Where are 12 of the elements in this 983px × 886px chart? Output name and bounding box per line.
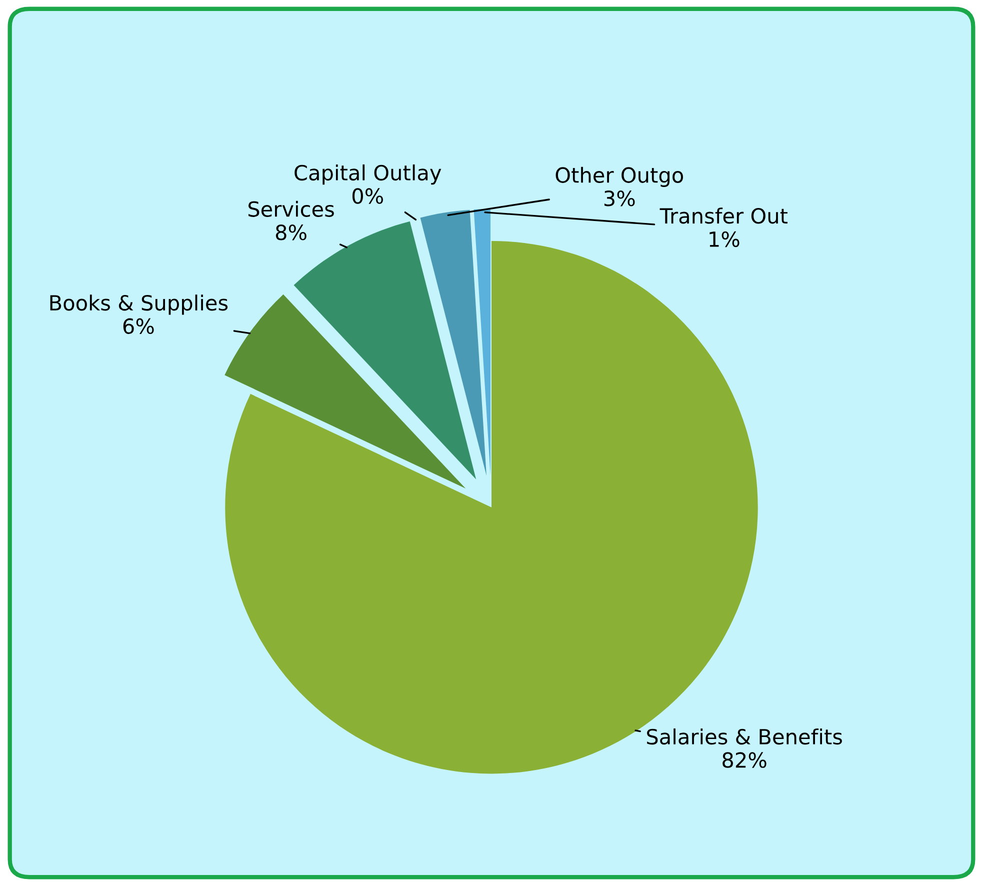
data-label: 82% xyxy=(722,752,766,768)
slice-label: Salaries & Benefits xyxy=(647,728,842,745)
text: 0% xyxy=(352,188,383,204)
data-label: 3% xyxy=(604,190,635,206)
slice-label: Services xyxy=(248,200,334,217)
data-label: 8% xyxy=(276,224,306,240)
category-label: Capital Outlay xyxy=(294,164,442,185)
slice-label: Other Outgo xyxy=(556,166,683,187)
slice-label: Transfer Out xyxy=(660,208,788,224)
data-label: 6% xyxy=(123,318,154,334)
data-label: 1% xyxy=(710,231,740,248)
slice-label: Books & Supplies xyxy=(50,294,228,315)
